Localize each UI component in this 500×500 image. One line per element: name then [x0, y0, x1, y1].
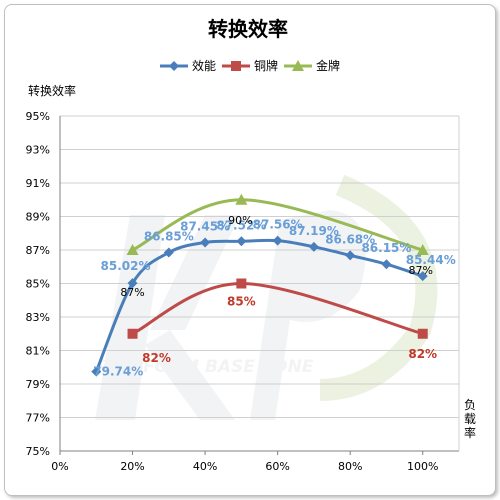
x-tick-label: 80% [338, 460, 362, 473]
x-axis-title-text: 负载率 [464, 398, 476, 440]
legend-item-2: 金牌 [284, 58, 340, 73]
legend-item-0: 效能 [160, 58, 216, 73]
data-point-2 [235, 193, 248, 205]
data-point-0 [308, 241, 319, 252]
data-label-efficiency: 87.52% [216, 218, 266, 232]
y-tick-label: 79% [26, 378, 50, 391]
data-label-efficiency: 86.68% [325, 232, 375, 246]
x-axis-title: 负载率 [464, 398, 476, 440]
x-tick-label: 40% [193, 460, 217, 473]
data-label-bronze: 85% [227, 295, 256, 309]
data-labels: 79.74% 85.02% 86.85%87.45%87.52%87.56%87.1… [93, 214, 455, 379]
y-tick-label: 87% [26, 244, 50, 257]
data-point-1 [127, 328, 138, 339]
data-point-0 [272, 235, 283, 246]
data-label-gold: 87% [120, 286, 144, 299]
data-label-efficiency: 86.85% [144, 230, 194, 244]
y-axis-title: 转换效率 [28, 83, 76, 98]
legend-label: 铜牌 [254, 58, 278, 73]
data-label-efficiency: 87.56% [253, 218, 303, 232]
data-label-efficiency: 87.19% [289, 224, 339, 238]
data-point-0 [200, 237, 211, 248]
y-tick-label: 77% [26, 412, 50, 425]
legend-marker-2 [292, 60, 304, 71]
x-tick-label: 100% [407, 460, 438, 473]
y-tick-labels: 75% 77% 79% 81% 83% 85% 87% 89% 91% 93% 95% [26, 110, 50, 458]
data-label-bronze: 82% [142, 351, 171, 365]
data-point-0 [345, 250, 356, 261]
data-point-0 [127, 278, 138, 289]
grid-lines [60, 115, 459, 452]
y-tick-label: 95% [26, 110, 50, 123]
data-label-efficiency: 85.02% [101, 259, 151, 273]
y-tick-label: 91% [26, 177, 50, 190]
data-label-efficiency: 79.74% [93, 365, 143, 379]
chart-title: 转换效率 [208, 17, 288, 41]
y-tick-label: 81% [26, 345, 50, 358]
data-point-0 [417, 271, 428, 282]
legend-label: 金牌 [316, 58, 340, 73]
series-markers [91, 193, 429, 377]
data-label-efficiency: 86.15% [361, 241, 411, 255]
data-label-gold: 90% [228, 214, 252, 227]
axes [59, 116, 460, 452]
y-tick-label: 85% [26, 278, 50, 291]
data-point-0 [236, 236, 247, 247]
legend-marker-0 [169, 61, 179, 71]
x-tick-label: 0% [51, 460, 68, 473]
x-tick-label: 20% [120, 460, 144, 473]
data-label-gold: 87% [409, 264, 433, 277]
y-tick-label: 83% [26, 311, 50, 324]
data-point-1 [417, 328, 428, 339]
data-point-0 [381, 259, 392, 270]
series-line-0 [94, 238, 424, 373]
legend-item-1: 铜牌 [222, 58, 278, 73]
watermark-text: PLATFORM BASE ZONE [97, 357, 314, 377]
legend-marker-1 [231, 61, 241, 71]
data-point-0 [163, 247, 174, 258]
data-point-0 [91, 366, 102, 377]
data-label-efficiency: 85.44% [406, 253, 456, 267]
y-tick-label: 89% [26, 211, 50, 224]
data-point-2 [416, 244, 429, 255]
x-tick-label: 60% [265, 460, 289, 473]
data-label-efficiency: 87.45% [180, 219, 230, 233]
legend: 效能 铜牌 金牌 [160, 58, 340, 73]
y-tick-label: 75% [26, 445, 50, 458]
x-tick-labels: 0% 20% 40% 60% 80% 100% [51, 451, 438, 473]
data-label-bronze: 82% [408, 347, 437, 361]
y-tick-label: 93% [26, 144, 50, 157]
data-point-1 [236, 278, 247, 289]
legend-label: 效能 [192, 58, 216, 73]
data-point-2 [126, 244, 139, 255]
